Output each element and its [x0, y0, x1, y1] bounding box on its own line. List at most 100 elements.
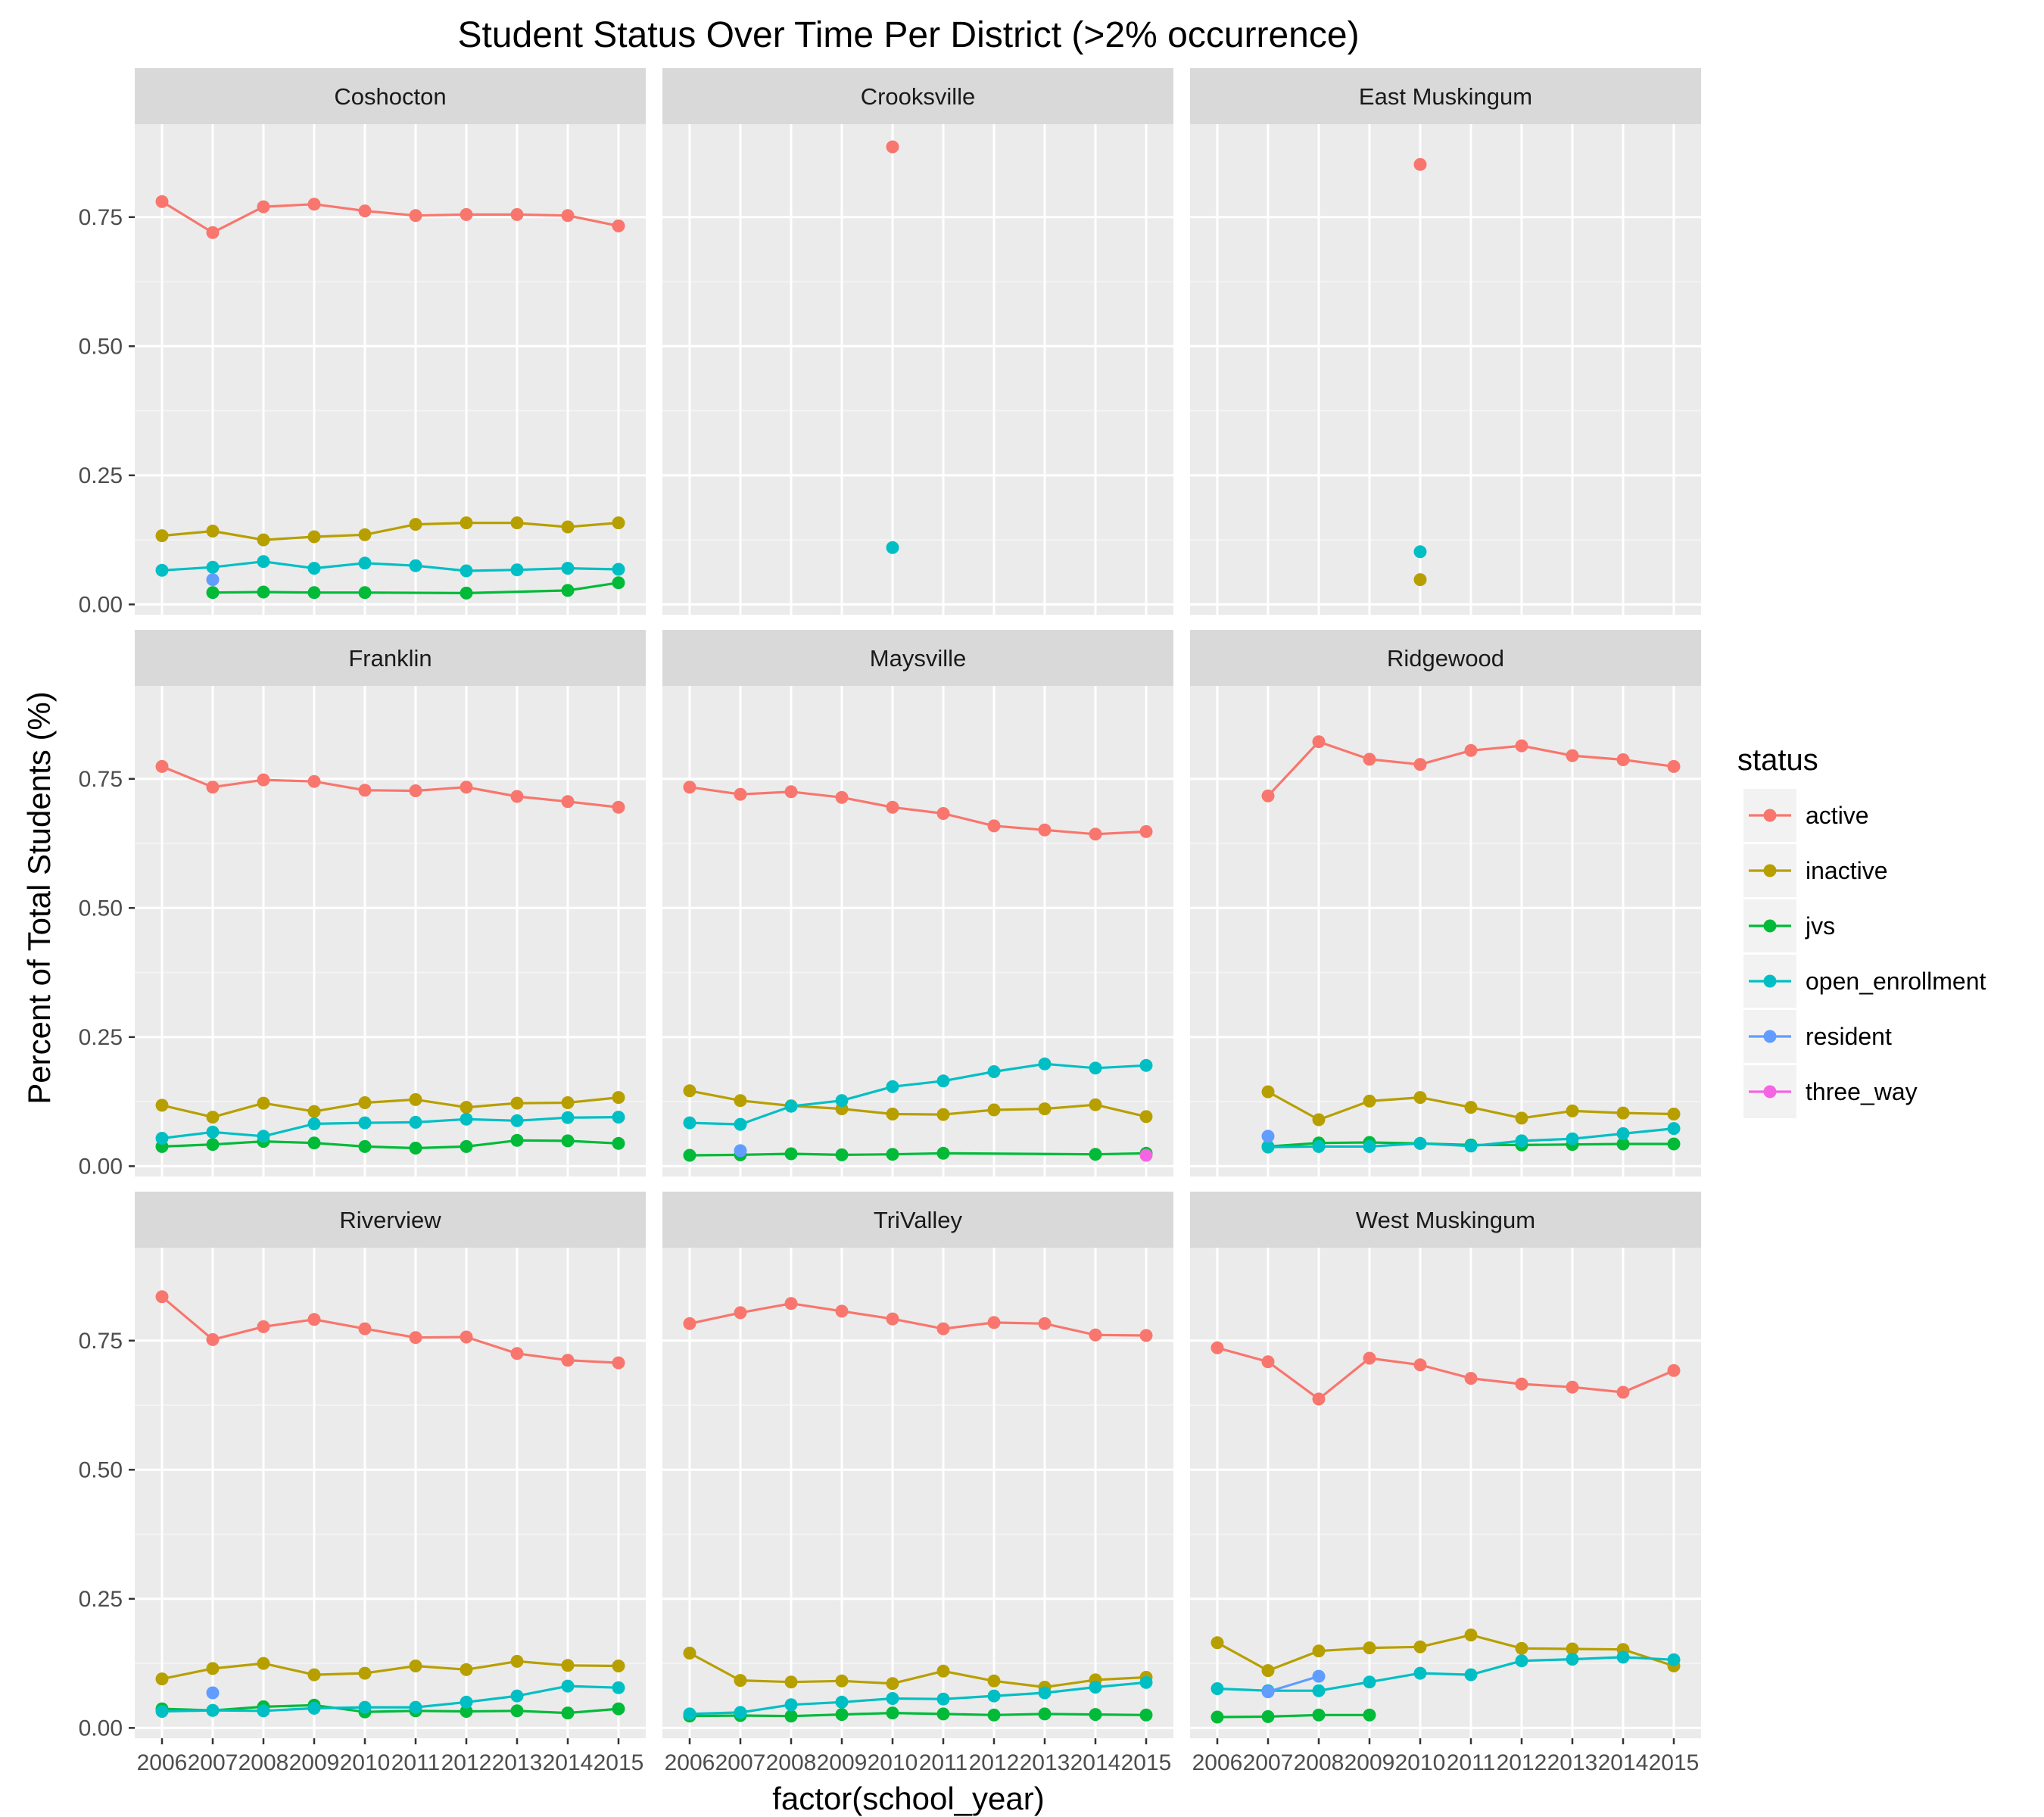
data-point-open-enrollment [561, 562, 575, 575]
data-point-jvs [307, 586, 321, 600]
data-point-open-enrollment [1139, 1675, 1153, 1689]
data-point-open-enrollment [358, 1116, 372, 1130]
series-inactive [1261, 1085, 1681, 1127]
y-tick-label: 0.00 [79, 1154, 123, 1179]
data-point-inactive [987, 1674, 1001, 1688]
series-line-open-enrollment [161, 1685, 619, 1713]
series-active [683, 1297, 1153, 1342]
series-line-inactive [689, 1652, 1147, 1689]
data-point-open-enrollment [1667, 1122, 1681, 1136]
data-point-inactive [358, 528, 372, 541]
panel-east-muskingum: East Muskingum [1190, 68, 1701, 615]
strip-background [1190, 1192, 1701, 1248]
strip-label: TriValley [874, 1207, 963, 1233]
data-point-active [1464, 1372, 1478, 1385]
data-point-open-enrollment [409, 559, 422, 572]
data-point-jvs [460, 1705, 473, 1718]
x-tick-label: 2010 [340, 1750, 391, 1775]
panel-ridgewood: Ridgewood [1190, 630, 1701, 1177]
data-point-resident [1261, 1685, 1275, 1699]
data-point-active [307, 1313, 321, 1326]
data-point-inactive [1616, 1106, 1630, 1120]
data-point-open-enrollment [734, 1706, 747, 1719]
series-line-inactive [161, 1660, 619, 1681]
data-point-active [1363, 753, 1376, 766]
data-point-open-enrollment [1038, 1686, 1052, 1700]
x-tick-label: 2009 [289, 1750, 340, 1775]
data-point-active [358, 1322, 372, 1335]
strip-label: Ridgewood [1387, 645, 1504, 672]
data-point-open-enrollment [1089, 1061, 1102, 1075]
data-point-open-enrollment [358, 1700, 372, 1714]
data-point-inactive [1566, 1104, 1579, 1117]
series-line-active [689, 786, 1147, 836]
data-point-jvs [1139, 1708, 1153, 1722]
series-open-enrollment [886, 541, 899, 554]
series-active [886, 140, 899, 154]
data-point-active [1139, 1329, 1153, 1342]
data-point-inactive [155, 1099, 169, 1112]
x-tick-label: 2011 [391, 1750, 441, 1775]
data-point-inactive [612, 1660, 625, 1672]
data-point-inactive [1566, 1642, 1579, 1656]
x-tick-label: 2015 [1121, 1750, 1172, 1775]
strip-background [135, 630, 646, 686]
x-tick-label: 2010 [1395, 1750, 1446, 1775]
data-point-open-enrollment [1413, 545, 1427, 559]
strip-label: Riverview [339, 1207, 441, 1233]
data-point-jvs [1089, 1708, 1102, 1722]
legend: status active inactive jvs open_enrollmentr… [1737, 743, 1986, 1118]
strip-label: East Muskingum [1359, 83, 1532, 110]
series-jvs [683, 1706, 1153, 1723]
data-point-open-enrollment [612, 563, 625, 576]
data-point-resident [1261, 1130, 1275, 1143]
data-point-inactive [1261, 1664, 1275, 1678]
data-point-inactive [206, 1111, 220, 1124]
y-tick-label: 0.75 [79, 1329, 123, 1354]
legend-entry-inactive: inactive [1743, 844, 1888, 897]
data-point-active [257, 773, 270, 787]
data-point-inactive [561, 1659, 575, 1672]
data-point-jvs [257, 585, 270, 599]
data-point-open-enrollment [734, 1117, 747, 1131]
data-point-open-enrollment [1464, 1139, 1478, 1153]
data-point-active [155, 1290, 169, 1304]
data-point-active [460, 781, 473, 794]
data-point-three-way [1139, 1148, 1153, 1162]
data-point-jvs [886, 1706, 899, 1720]
panel-background [1190, 124, 1701, 615]
data-point-inactive [257, 1096, 270, 1110]
data-point-active [683, 781, 696, 794]
data-point-active [1089, 827, 1102, 841]
series-line-active [1217, 1346, 1675, 1401]
data-point-open-enrollment [936, 1074, 950, 1088]
y-tick-label: 0.50 [79, 1457, 123, 1482]
data-point-active [206, 781, 220, 794]
series-line-active [160, 1295, 619, 1364]
data-point-open-enrollment [460, 564, 473, 578]
x-tick-label: 2011 [1447, 1750, 1496, 1775]
data-point-active [1616, 1385, 1630, 1399]
data-point-jvs [612, 576, 625, 590]
series-inactive [155, 516, 625, 547]
series-line-inactive [689, 1089, 1147, 1118]
data-point-inactive [1413, 1091, 1427, 1105]
data-point-active [1261, 789, 1275, 803]
y-tick-label: 0.25 [79, 463, 123, 488]
data-point-open-enrollment [1616, 1127, 1630, 1140]
series-line-open-enrollment [1217, 1656, 1675, 1692]
data-point-open-enrollment [409, 1115, 422, 1129]
data-point-open-enrollment [510, 1689, 524, 1703]
data-point-inactive [987, 1103, 1001, 1117]
data-point-inactive [1363, 1094, 1376, 1108]
data-point-active [409, 784, 422, 797]
legend-entry-jvs: jvs [1743, 899, 1835, 952]
data-point-resident [1312, 1669, 1326, 1683]
data-point-jvs [835, 1708, 849, 1722]
data-point-inactive [1261, 1085, 1275, 1099]
data-point-open-enrollment [1667, 1653, 1681, 1666]
data-point-inactive [683, 1084, 696, 1098]
data-point-active [510, 790, 524, 803]
data-point-inactive [1464, 1628, 1478, 1642]
